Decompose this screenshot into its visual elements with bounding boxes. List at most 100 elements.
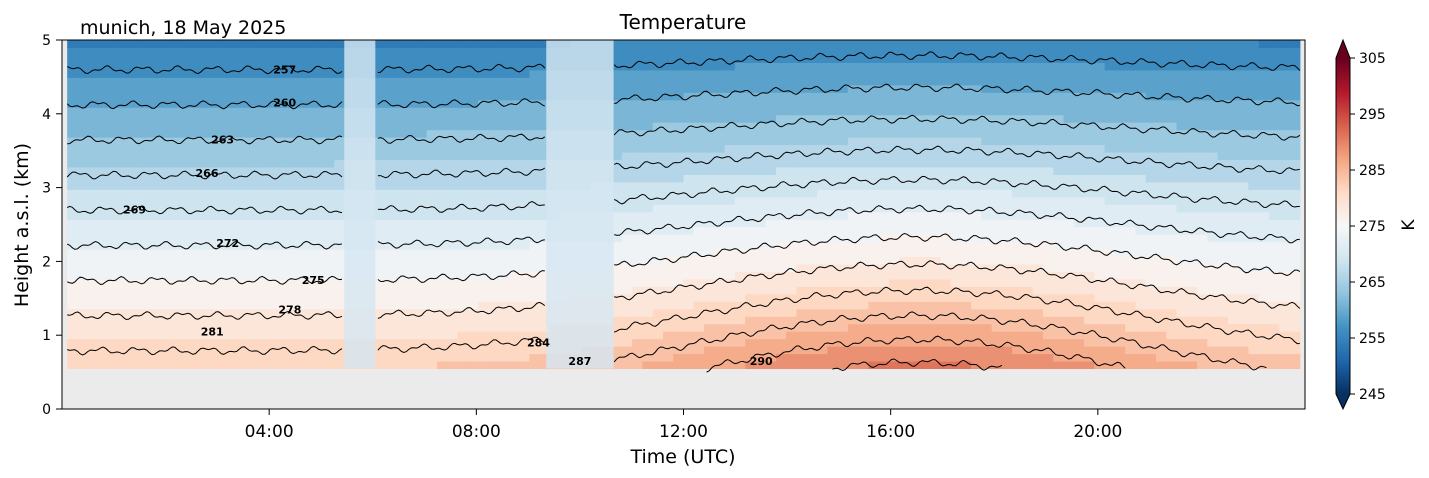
heatmap-cell [1114,353,1126,362]
heatmap-cell [1135,107,1147,116]
heatmap-cell [467,248,479,258]
heatmap-cell [210,54,222,63]
heatmap-cell [868,278,880,287]
heatmap-cell [252,301,263,310]
heatmap-cell [169,114,181,123]
heatmap-cell [899,181,911,190]
heatmap-cell [950,84,962,93]
heatmap-cell [98,278,109,287]
heatmap-cell [426,234,438,243]
heatmap-cell [1114,92,1126,101]
heatmap-cell [1084,166,1095,175]
heatmap-cell [991,331,1003,340]
heatmap-cell [1114,211,1126,220]
heatmap-cell [457,54,469,63]
heatmap-cell [755,323,767,332]
heatmap-cell [878,62,890,71]
heatmap-cell [169,99,181,108]
heatmap-cell [385,338,397,347]
heatmap-cell [519,62,531,71]
heatmap-cell [128,189,140,198]
heatmap-cell [611,137,623,146]
heatmap-cell [611,181,623,190]
heatmap-cell [868,107,880,116]
heatmap-cell [1063,286,1075,295]
heatmap-cell [67,92,79,101]
heatmap-cell [878,84,890,93]
heatmap-cell [909,174,921,183]
heatmap-cell [734,166,746,175]
heatmap-cell [940,271,952,280]
heatmap-cell [498,338,510,347]
heatmap-cell [313,308,325,317]
heatmap-cell [1145,234,1157,243]
heatmap-cell [796,107,808,116]
heatmap-cell [673,99,685,108]
heatmap-cell [323,77,335,86]
heatmap-cell [313,293,325,302]
heatmap-cell [436,346,448,355]
heatmap-cell [200,196,212,205]
heatmap-cell [1176,346,1188,355]
heatmap-cell [1114,271,1126,280]
heatmap-cell [87,144,99,153]
heatmap-cell [950,137,962,146]
heatmap-cell [1114,129,1126,138]
heatmap-cell [529,137,541,146]
heatmap-cell [1043,286,1054,295]
heatmap-cell [1135,196,1147,205]
heatmap-cell [159,346,171,355]
heatmap-cell [919,122,931,131]
heatmap-cell [796,99,808,108]
heatmap-cell [303,248,315,258]
heatmap-cell [293,256,305,265]
heatmap-cell [858,346,869,355]
heatmap-cell [734,159,746,168]
heatmap-cell [457,293,469,302]
heatmap-cell [375,241,387,250]
heatmap-cell [878,331,890,340]
heatmap-cell [488,151,500,161]
heatmap-cell [108,77,120,86]
heatmap-cell [888,346,900,355]
heatmap-cell [775,204,787,213]
heatmap-cell [991,159,1003,168]
heatmap-cell [231,69,243,78]
heatmap-cell [282,181,294,190]
heatmap-cell [909,40,921,49]
heatmap-cell [488,204,500,213]
heatmap-cell [652,248,664,258]
heatmap-cell [128,144,140,153]
heatmap-cell [282,196,294,205]
heatmap-cell [981,360,993,370]
heatmap-cell [611,353,623,362]
heatmap-cell [180,353,192,362]
heatmap-cell [1207,301,1219,310]
heatmap-cell [272,107,284,116]
heatmap-cell [888,360,900,370]
heatmap-cell [231,47,243,56]
heatmap-cell [457,353,469,362]
heatmap-cell [693,278,705,287]
heatmap-cell [1156,293,1167,302]
heatmap-cell [693,241,705,250]
heatmap-cell [498,40,510,49]
heatmap-cell [200,77,212,86]
heatmap-cell [508,137,520,146]
heatmap-cell [1084,204,1095,213]
heatmap-cell [981,196,993,205]
heatmap-cell [1217,107,1229,116]
heatmap-cell [1053,174,1065,183]
heatmap-cell [817,271,828,280]
heatmap-cell [971,107,982,116]
heatmap-cell [981,40,993,49]
heatmap-cell [919,189,931,198]
heatmap-cell [108,107,120,116]
heatmap-cell [210,278,222,287]
heatmap-cell [118,54,130,63]
heatmap-cell [837,316,849,325]
heatmap-cell [878,77,890,86]
heatmap-cell [416,40,428,49]
heatmap-cell [1084,40,1095,49]
heatmap-cell [1176,271,1188,280]
